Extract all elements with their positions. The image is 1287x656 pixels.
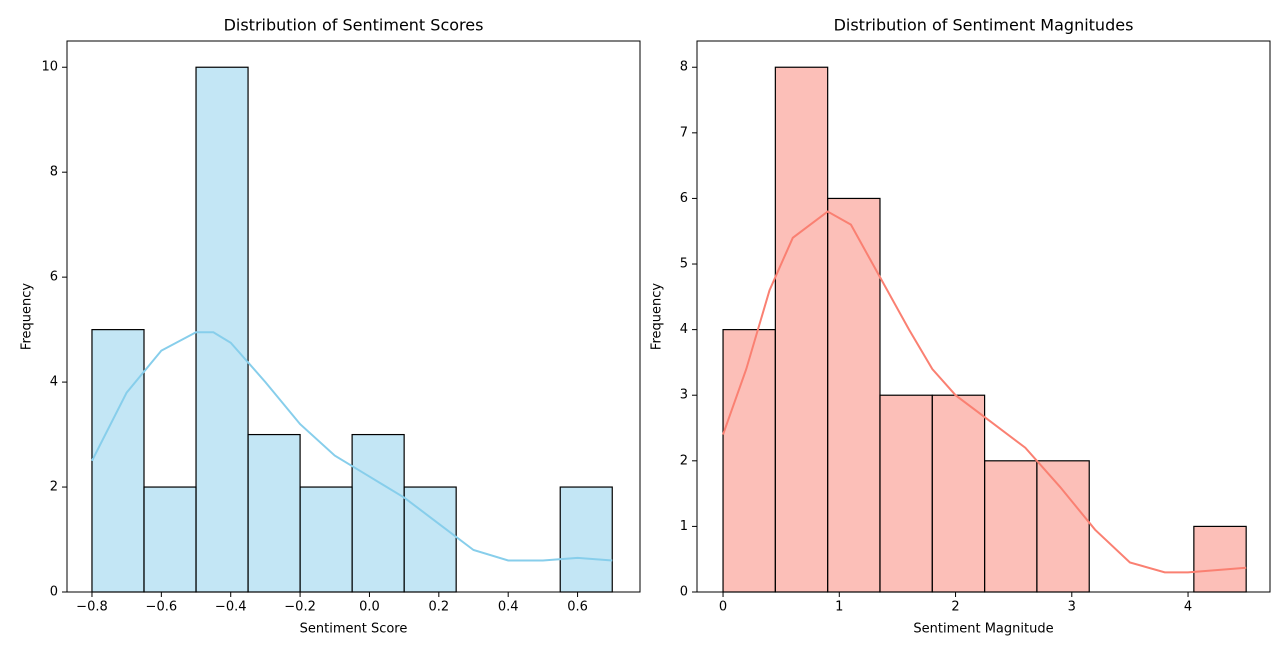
bar bbox=[722, 329, 776, 593]
bar bbox=[299, 486, 353, 593]
x-tick-label: −0.4 bbox=[215, 600, 247, 615]
x-axis-label: Sentiment Score bbox=[300, 622, 408, 637]
y-axis-label: Frequency bbox=[650, 283, 665, 350]
bar bbox=[1193, 525, 1247, 593]
bar bbox=[1036, 460, 1090, 593]
x-tick-label: 0.6 bbox=[567, 600, 588, 615]
y-tick-label: 6 bbox=[680, 191, 688, 206]
y-tick-label: 8 bbox=[50, 165, 58, 180]
x-tick-label: 0 bbox=[719, 600, 727, 615]
y-tick-label: 2 bbox=[680, 453, 688, 468]
x-tick-label: −0.6 bbox=[146, 600, 178, 615]
y-tick-label: 1 bbox=[680, 519, 688, 534]
bar bbox=[559, 486, 613, 593]
y-tick-label: 5 bbox=[680, 257, 688, 272]
x-tick-label: 4 bbox=[1184, 600, 1192, 615]
axes-frame bbox=[696, 40, 1271, 593]
x-tick-label: 0.2 bbox=[428, 600, 449, 615]
y-tick-label: 4 bbox=[50, 375, 58, 390]
axes-frame bbox=[66, 40, 641, 593]
bar bbox=[931, 394, 986, 593]
x-tick-label: −0.2 bbox=[284, 600, 316, 615]
bar bbox=[247, 433, 301, 593]
y-tick-label: 7 bbox=[680, 125, 688, 140]
chart-title: Distribution of Sentiment Scores bbox=[224, 16, 484, 35]
y-axis-label: Frequency bbox=[20, 283, 35, 350]
bar bbox=[351, 433, 405, 593]
bar bbox=[91, 329, 145, 593]
x-tick-label: −0.8 bbox=[76, 600, 108, 615]
kde-line bbox=[722, 210, 1247, 574]
y-tick-label: 6 bbox=[50, 270, 58, 285]
x-tick-label: 0.4 bbox=[498, 600, 519, 615]
x-axis-label: Sentiment Magnitude bbox=[913, 622, 1053, 637]
y-tick-label: 3 bbox=[680, 388, 688, 403]
bar bbox=[827, 197, 881, 593]
bar bbox=[143, 486, 197, 593]
kde-line bbox=[91, 331, 613, 562]
x-tick-label: 1 bbox=[835, 600, 843, 615]
y-tick-label: 10 bbox=[41, 60, 58, 75]
y-tick-label: 2 bbox=[50, 480, 58, 495]
x-tick-label: 0.0 bbox=[359, 600, 380, 615]
x-tick-label: 3 bbox=[1068, 600, 1076, 615]
y-tick-label: 0 bbox=[680, 585, 688, 600]
bar bbox=[195, 66, 249, 593]
y-tick-label: 8 bbox=[680, 60, 688, 75]
bar bbox=[774, 66, 829, 593]
chart-title: Distribution of Sentiment Magnitudes bbox=[834, 16, 1134, 35]
y-tick-label: 4 bbox=[680, 322, 688, 337]
x-tick-label: 2 bbox=[951, 600, 959, 615]
bar bbox=[879, 394, 933, 593]
bar bbox=[984, 460, 1038, 593]
y-tick-label: 0 bbox=[50, 585, 58, 600]
